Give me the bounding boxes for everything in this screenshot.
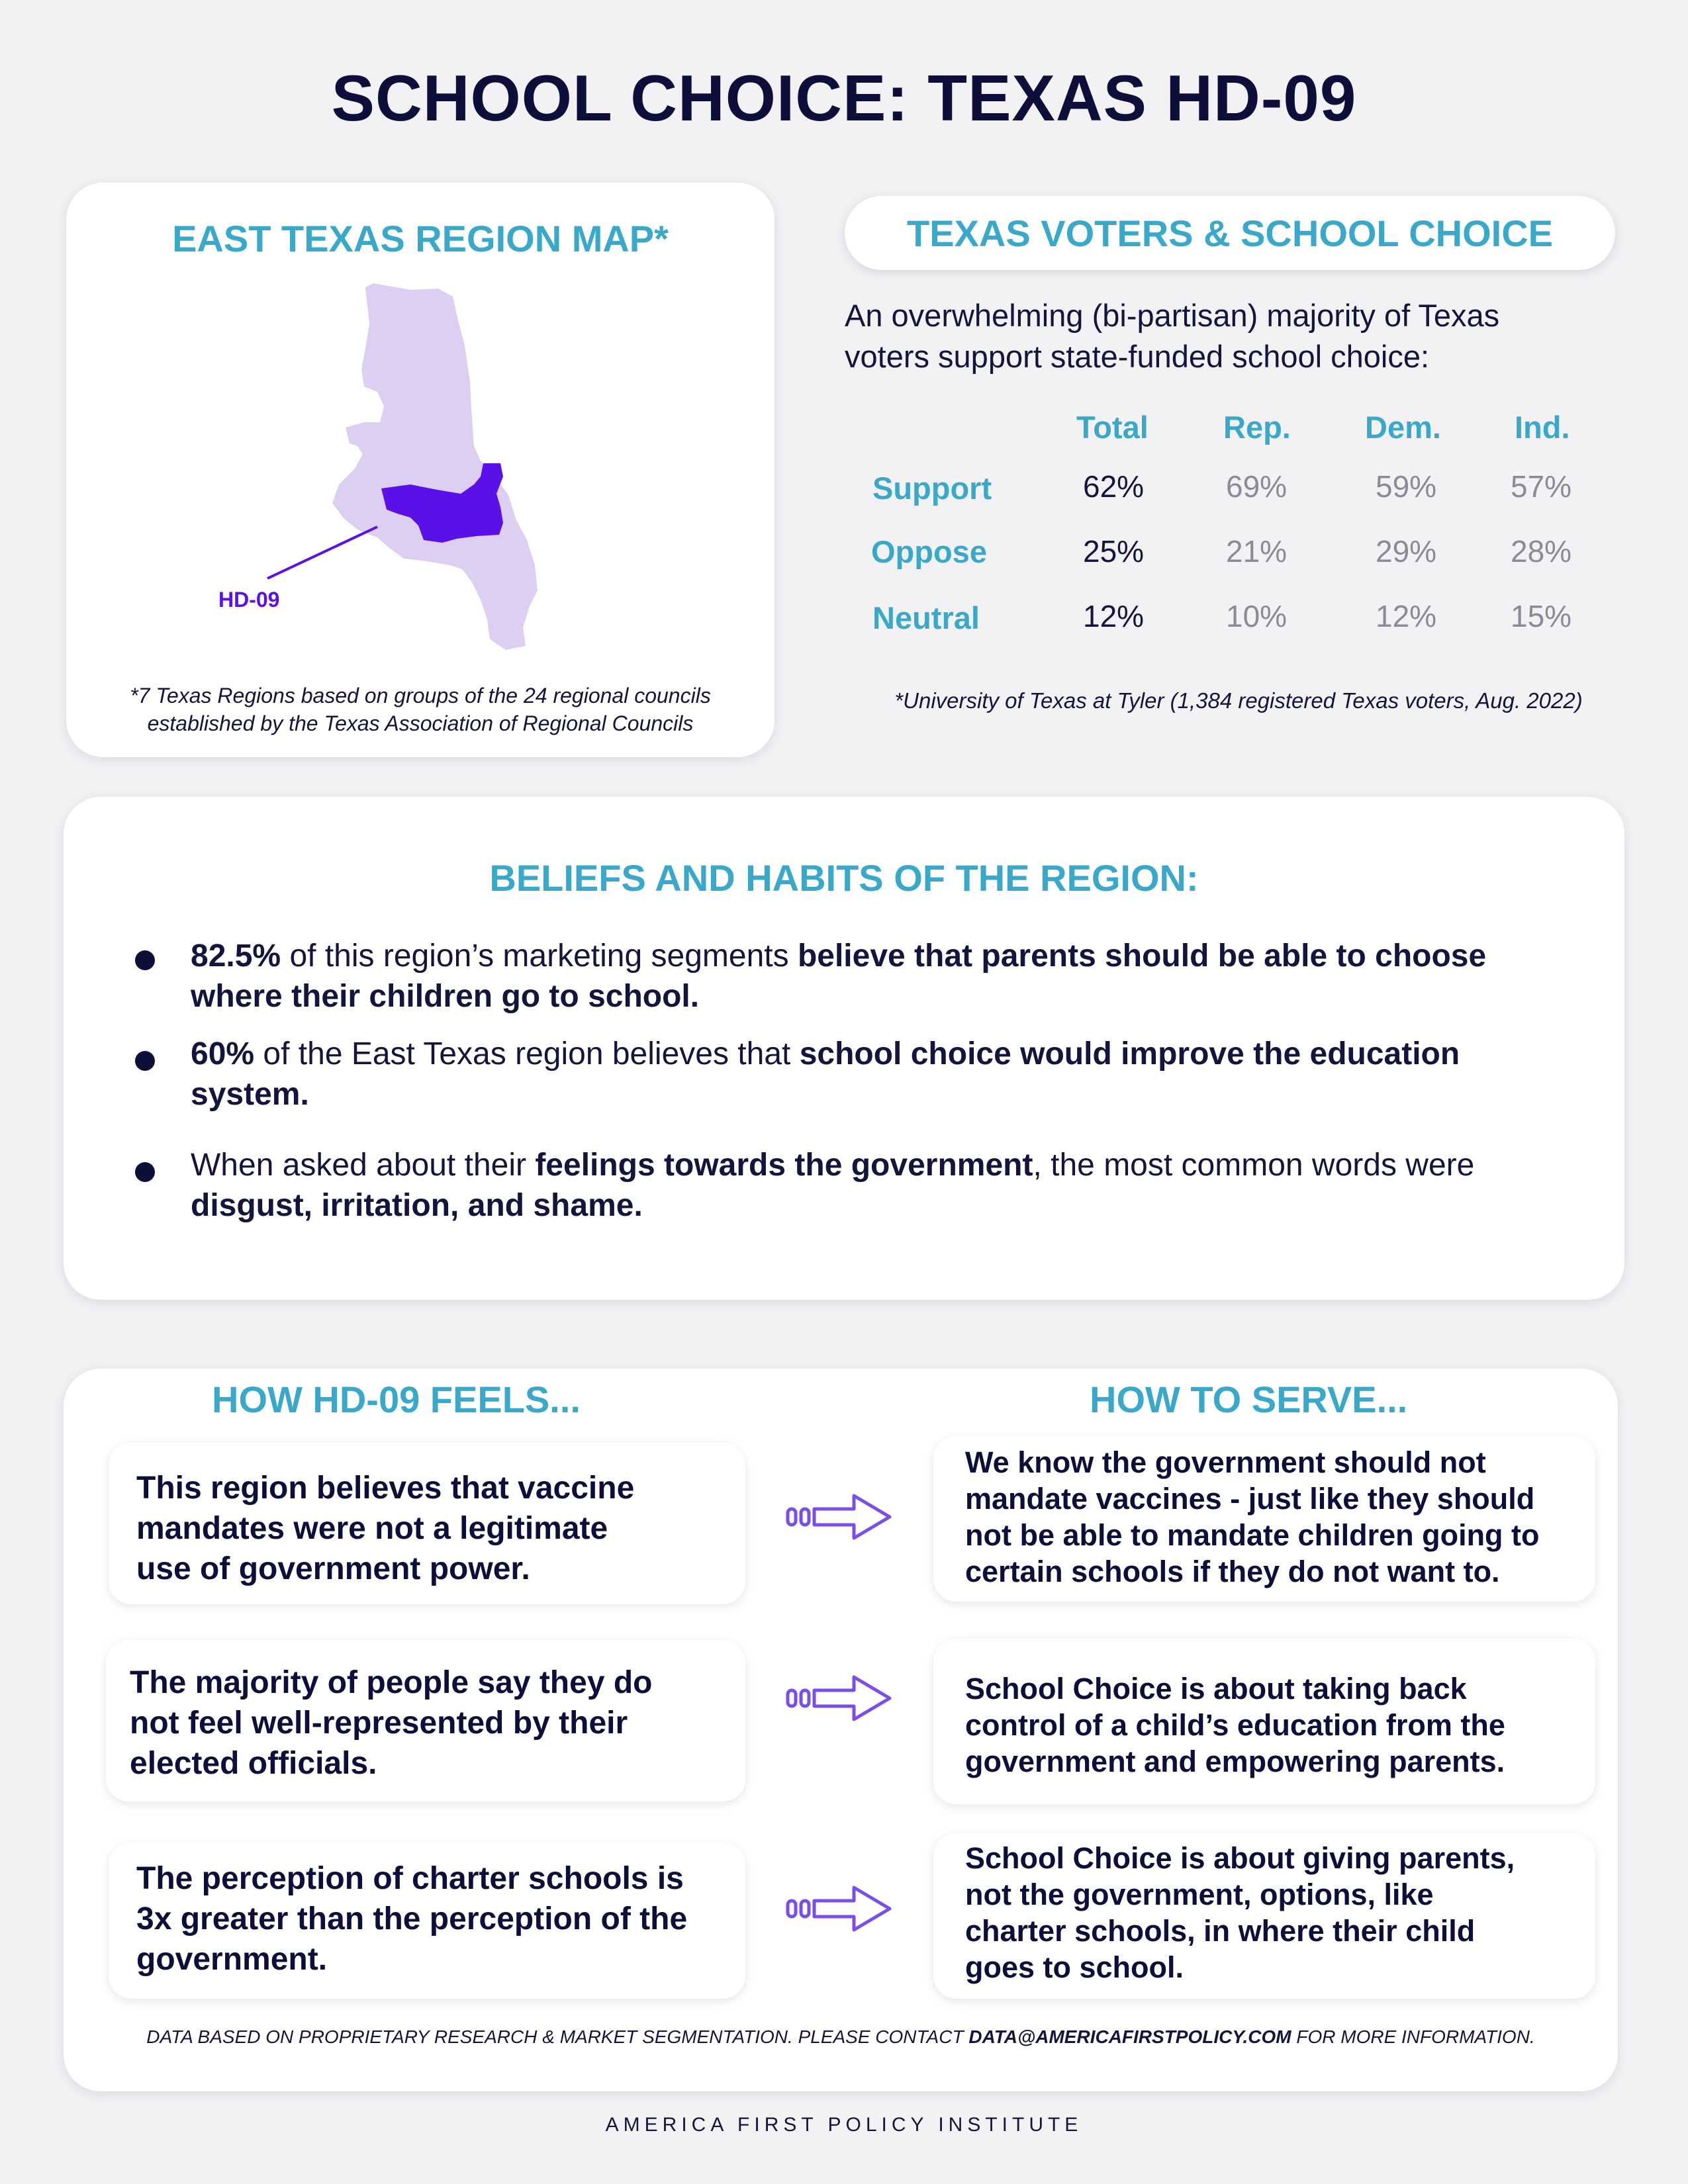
page-title: SCHOOL CHOICE: TEXAS HD-09 — [331, 62, 1357, 134]
feel-box: The majority of people say they do not f… — [106, 1640, 745, 1801]
feel-line: mandates were not a legitimate — [136, 1511, 608, 1546]
beliefs-title: BELIEFS AND HABITS OF THE REGION: — [489, 857, 1199, 899]
column-header-ind: Ind. — [1515, 410, 1570, 445]
disclaimer-text: FOR MORE INFORMATION. — [1291, 2026, 1535, 2047]
serve-line: charter schools, in where their child — [965, 1914, 1476, 1948]
voters-intro: An overwhelming (bi-partisan) majority o… — [845, 295, 1632, 377]
disclaimer-text: DATA BASED ON PROPRIETARY RESEARCH & MAR… — [146, 2026, 969, 2047]
belief-text: When asked about their — [191, 1148, 536, 1183]
table-cell: 15% — [1511, 599, 1572, 633]
belief-text: of this region’s marketing segments — [281, 938, 798, 974]
serve-line: certain schools if they do not want to. — [965, 1555, 1500, 1588]
serve-box: School Choice is about giving parents, n… — [933, 1833, 1595, 1999]
table-cell: 12% — [1083, 599, 1145, 633]
table-cell: 12% — [1376, 599, 1437, 633]
serve-line: government and empowering parents. — [965, 1745, 1505, 1778]
feel-text: The perception of charter schools is 3x … — [136, 1858, 687, 1979]
belief-item: 60% of the East Texas region believes th… — [191, 1034, 1515, 1115]
table-cell: 62% — [1083, 469, 1145, 504]
belief-emphasis: disgust, irritation, and shame. — [191, 1188, 643, 1223]
feel-line: use of government power. — [136, 1551, 530, 1586]
column-header-dem: Dem. — [1365, 410, 1441, 445]
data-disclaimer: DATA BASED ON PROPRIETARY RESEARCH & MAR… — [64, 2026, 1618, 2048]
voters-footnote: *University of Texas at Tyler (1,384 reg… — [894, 688, 1583, 713]
belief-emphasis: feelings towards the government — [535, 1148, 1033, 1183]
serve-line: We know the government should not — [965, 1445, 1486, 1479]
map-footnote-line: *7 Texas Regions based on groups of the … — [130, 684, 711, 707]
east-texas-region-map — [267, 283, 538, 650]
serve-line: mandate vaccines - just like they should — [965, 1482, 1535, 1516]
serve-line: not the government, options, like — [965, 1878, 1434, 1911]
row-label-oppose: Oppose — [871, 534, 987, 569]
region-shape — [332, 283, 538, 650]
feel-box: This region believes that vaccine mandat… — [109, 1443, 745, 1604]
arrow-right-icon — [786, 1675, 892, 1721]
serve-text: We know the government should not mandat… — [965, 1444, 1540, 1590]
serve-text: School Choice is about taking back contr… — [965, 1670, 1505, 1780]
voters-intro-line: An overwhelming (bi-partisan) majority o… — [845, 298, 1500, 333]
bullet-icon — [135, 1162, 155, 1182]
voters-intro-line: voters support state-funded school choic… — [845, 339, 1430, 374]
organization-name: AMERICA FIRST POLICY INSTITUTE — [605, 2114, 1083, 2136]
column-header-total: Total — [1076, 410, 1149, 445]
table-cell: 28% — [1511, 534, 1572, 569]
table-cell: 25% — [1083, 534, 1145, 569]
table-cell: 10% — [1226, 599, 1288, 633]
arrow-right-icon — [786, 1494, 892, 1540]
serve-line: School Choice is about giving parents, — [965, 1841, 1515, 1875]
bullet-icon — [135, 950, 155, 970]
arrow-right-icon — [786, 1886, 892, 1932]
table-cell: 21% — [1226, 534, 1288, 569]
serve-line: goes to school. — [965, 1950, 1184, 1984]
serve-box: School Choice is about taking back contr… — [933, 1639, 1595, 1804]
table-cell: 57% — [1511, 469, 1572, 504]
feel-line: 3x greater than the perception of the — [136, 1901, 688, 1936]
table-cell: 69% — [1226, 469, 1288, 504]
feel-line: The majority of people say they do — [130, 1665, 653, 1700]
serve-line: not be able to mandate children going to — [965, 1518, 1540, 1552]
serve-line: School Choice is about taking back — [965, 1672, 1467, 1706]
voters-title-pill: TEXAS VOTERS & SCHOOL CHOICE — [845, 196, 1615, 270]
belief-text: , the most common words were — [1033, 1148, 1475, 1183]
feel-line: elected officials. — [130, 1746, 377, 1781]
map-footnote: *7 Texas Regions based on groups of the … — [79, 682, 761, 737]
district-leader-line — [267, 525, 378, 580]
feel-line: This region believes that vaccine — [136, 1471, 635, 1506]
row-label-support: Support — [872, 471, 992, 506]
belief-stat: 82.5% — [191, 938, 281, 974]
feel-line: government. — [136, 1942, 328, 1977]
feel-text: The majority of people say they do not f… — [130, 1662, 653, 1784]
serve-title: HOW TO SERVE... — [1090, 1379, 1408, 1420]
feel-line: The perception of charter schools is — [136, 1861, 684, 1896]
hd-09-district-shape — [381, 463, 503, 543]
contact-email-link[interactable]: DATA@AMERICAFIRSTPOLICY.COM — [968, 2026, 1291, 2047]
serve-text: School Choice is about giving parents, n… — [965, 1840, 1515, 1985]
feel-line: not feel well-represented by their — [130, 1706, 628, 1741]
column-header-rep: Rep. — [1223, 410, 1291, 445]
belief-stat: 60% — [191, 1036, 255, 1071]
belief-item: 82.5% of this region’s marketing segment… — [191, 936, 1515, 1017]
serve-box: We know the government should not mandat… — [933, 1436, 1595, 1602]
belief-item: When asked about their feelings towards … — [191, 1145, 1515, 1226]
table-cell: 59% — [1376, 469, 1437, 504]
district-label: HD-09 — [218, 588, 280, 612]
region-map-card: EAST TEXAS REGION MAP* HD-09 *7 Texas Re… — [66, 183, 774, 757]
feels-title: HOW HD-09 FEELS... — [212, 1379, 581, 1420]
belief-text: of the East Texas region believes that — [254, 1036, 800, 1071]
voters-title: TEXAS VOTERS & SCHOOL CHOICE — [907, 212, 1553, 254]
feel-text: This region believes that vaccine mandat… — [136, 1468, 634, 1589]
serve-line: control of a child’s education from the — [965, 1708, 1505, 1742]
row-label-neutral: Neutral — [872, 600, 980, 635]
table-cell: 29% — [1376, 534, 1437, 569]
bullet-icon — [135, 1051, 155, 1071]
belief-emphasis: school choice would improve the educatio… — [191, 1036, 1460, 1112]
belief-emphasis: believe that parents should be able to c… — [191, 938, 1487, 1014]
map-footnote-line: established by the Texas Association of … — [147, 711, 694, 735]
beliefs-card: BELIEFS AND HABITS OF THE REGION: 82.5% … — [64, 797, 1624, 1300]
map-title: EAST TEXAS REGION MAP* — [172, 218, 669, 259]
feel-box: The perception of charter schools is 3x … — [109, 1843, 745, 1999]
